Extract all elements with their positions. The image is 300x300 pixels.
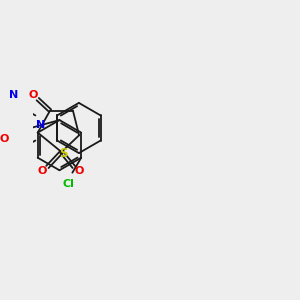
Text: O: O xyxy=(0,134,9,144)
Text: O: O xyxy=(38,167,47,176)
Text: Cl: Cl xyxy=(63,179,75,189)
Text: N: N xyxy=(36,120,45,130)
Text: N: N xyxy=(9,90,18,100)
Text: O: O xyxy=(74,167,84,176)
Text: O: O xyxy=(28,90,38,100)
Text: S: S xyxy=(59,147,68,160)
